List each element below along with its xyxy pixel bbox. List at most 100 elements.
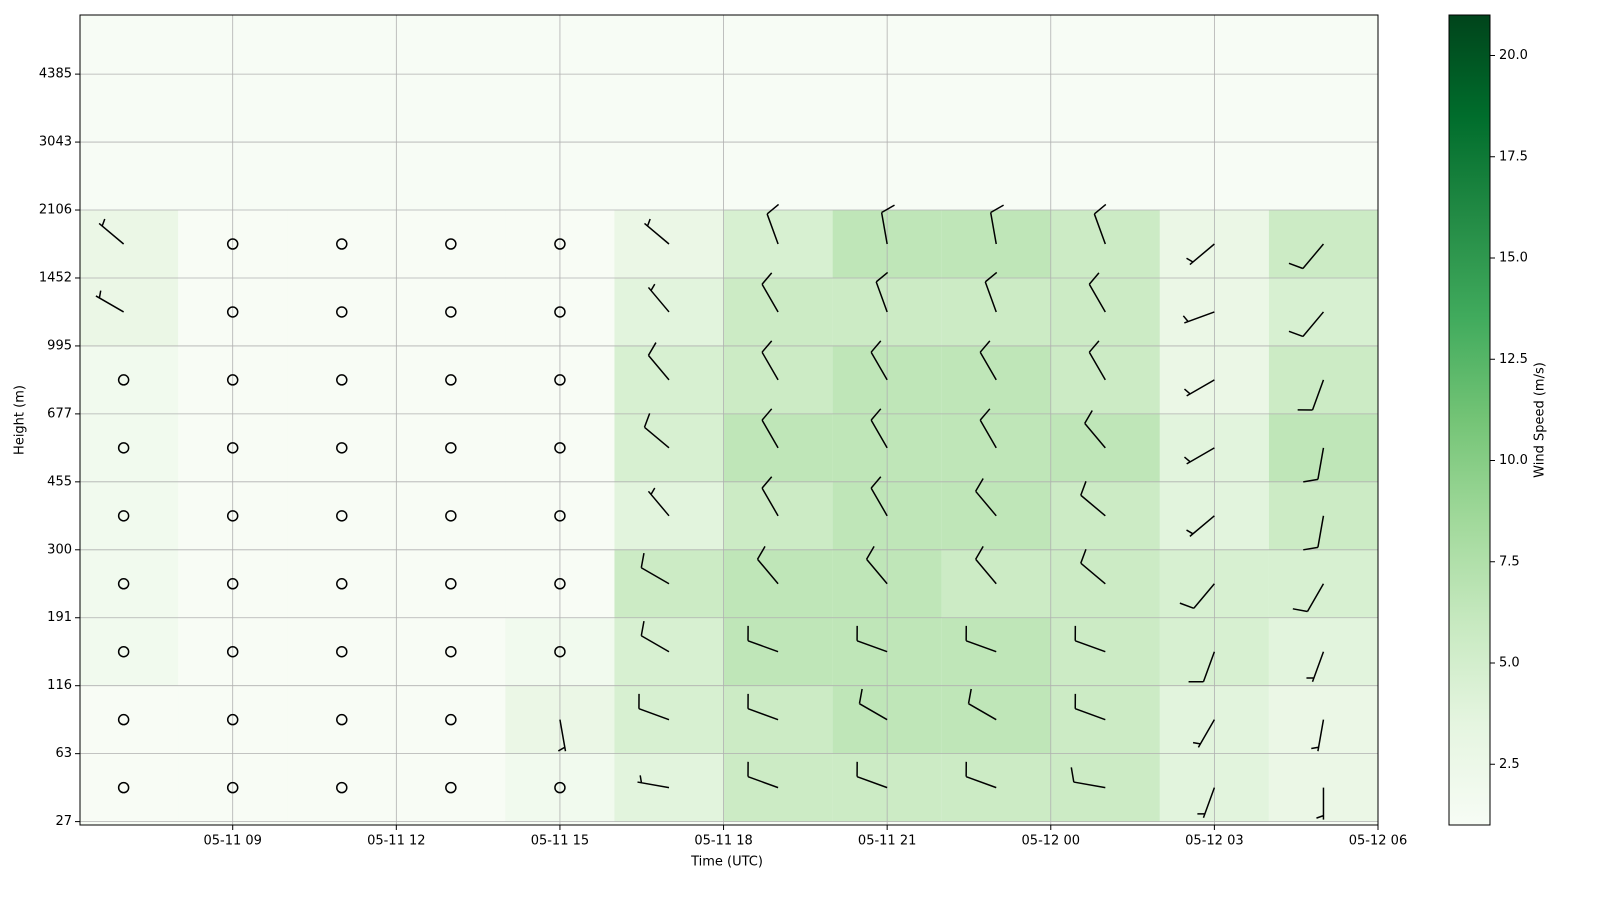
barb-shape — [870, 408, 888, 449]
speed-cell — [287, 345, 397, 414]
barb-shape — [1080, 481, 1106, 517]
speed-cell — [396, 345, 506, 414]
colorbar-tick-label: 10.0 — [1499, 453, 1528, 468]
calm-marker — [554, 306, 566, 318]
colorbar-label: Wind Speed (m/s) — [1533, 362, 1548, 478]
barb-shape — [756, 546, 779, 585]
wind-barb — [965, 625, 997, 653]
speed-cell — [287, 753, 397, 822]
barb-shape — [965, 761, 997, 789]
speed-cell — [396, 685, 506, 754]
barb-shape — [967, 688, 997, 721]
wind-barb — [1088, 272, 1106, 313]
wind-barb — [1192, 719, 1216, 748]
calm-marker — [554, 645, 566, 658]
barb-shape — [1183, 379, 1215, 397]
barb-shape — [984, 271, 998, 313]
wind-barb — [856, 625, 888, 653]
wind-barb — [647, 283, 670, 313]
barb-shape — [95, 290, 125, 313]
wind-barb — [761, 408, 779, 449]
wind-barb — [979, 408, 997, 449]
colorbar-tick-label: 7.5 — [1499, 554, 1520, 569]
calm-marker — [445, 238, 457, 250]
wind-barb — [647, 342, 670, 381]
wind-barb — [1074, 693, 1106, 721]
wind-barb — [870, 340, 888, 381]
x-tick-label: 05-11 15 — [531, 834, 589, 849]
barb-shape — [761, 408, 779, 449]
barb-shape — [856, 761, 888, 789]
calm-marker — [226, 374, 239, 386]
speed-cell — [80, 210, 179, 278]
wind-barb — [1093, 203, 1107, 245]
colorbar-tick-label: 17.5 — [1499, 149, 1528, 164]
calm-marker — [117, 374, 130, 386]
calm-marker — [336, 713, 348, 726]
wind-barb — [761, 476, 779, 517]
speed-cell — [287, 481, 397, 550]
calm-marker — [445, 374, 457, 386]
barb-shape — [870, 476, 888, 517]
x-tick-label: 05-12 03 — [1185, 834, 1243, 849]
barb-shape — [1088, 272, 1106, 313]
wind-barb — [989, 204, 1004, 245]
wind-barb — [638, 693, 670, 721]
calm-marker — [226, 781, 239, 794]
wind-barb — [979, 340, 997, 381]
wind-barb — [965, 761, 997, 789]
x-axis-label: Time (UTC) — [690, 855, 763, 870]
wind-barb — [1306, 651, 1325, 683]
barb-shape — [747, 761, 779, 789]
barb-shape — [98, 218, 125, 245]
barb-shape — [975, 546, 997, 585]
wind-barb — [766, 203, 780, 245]
wind-barb — [1186, 243, 1215, 266]
barb-shape — [858, 688, 888, 721]
wind-barb — [644, 218, 670, 245]
colorbar-tick-label: 2.5 — [1499, 757, 1520, 772]
wind-barb — [975, 478, 997, 517]
barb-shape — [1179, 583, 1215, 609]
wind-barb — [975, 546, 997, 585]
calm-marker — [445, 510, 457, 522]
barb-shape — [975, 478, 997, 517]
barb-shape — [856, 625, 888, 653]
speed-cell — [614, 345, 724, 414]
barb-shape — [747, 625, 779, 653]
calm-marker — [226, 442, 239, 454]
barb-shape — [1306, 651, 1325, 683]
barb-shape — [1303, 447, 1325, 483]
wind-barb — [1186, 515, 1215, 537]
wind-barb — [1080, 481, 1106, 517]
speed-cell — [1268, 277, 1378, 346]
calm-marker — [336, 442, 348, 454]
wind-barb — [1288, 311, 1325, 338]
barb-shape — [640, 553, 670, 585]
barb-shape — [1288, 243, 1325, 270]
calm-marker — [554, 374, 566, 386]
wind-barb — [1303, 515, 1325, 551]
wind-barb — [1183, 379, 1215, 397]
x-tick-label: 05-11 09 — [203, 834, 261, 849]
speed-cell — [614, 481, 724, 550]
calm-marker — [445, 442, 457, 454]
colorbar-tick-label: 15.0 — [1499, 251, 1528, 266]
wind-barb — [647, 487, 670, 517]
x-tick-label: 05-12 06 — [1349, 834, 1407, 849]
speed-cell — [396, 617, 506, 686]
barb-shape — [1070, 767, 1106, 789]
wind-barb — [747, 693, 779, 721]
wind-barb — [761, 272, 779, 313]
speed-cell — [396, 277, 506, 346]
y-tick-label: 2106 — [39, 203, 72, 218]
speed-cell — [287, 549, 397, 618]
wind-barb — [1070, 767, 1106, 789]
barb-shape — [1183, 447, 1215, 465]
barb-shape — [875, 271, 889, 313]
barb-shape — [1093, 203, 1107, 245]
barb-shape — [979, 340, 997, 381]
barb-shape — [1186, 515, 1215, 537]
wind-barb — [875, 271, 889, 313]
wind-barb — [637, 775, 670, 789]
